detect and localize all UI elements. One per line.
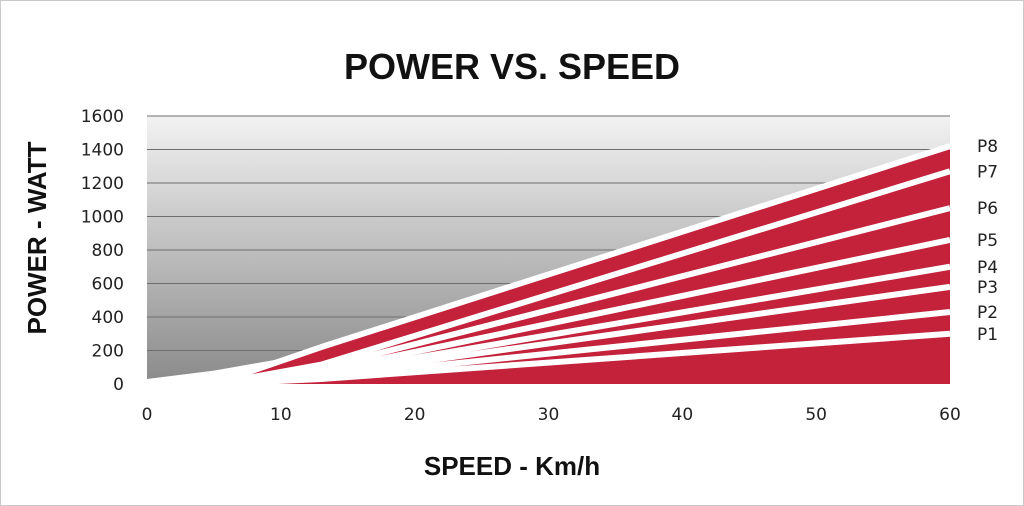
series-line-p7 xyxy=(213,168,951,387)
series-label-p5: P5 xyxy=(977,231,998,251)
y-axis-ticks: 0 200 400 600 800 1000 1200 1400 1600 xyxy=(81,107,124,395)
x-axis-ticks: 0 10 20 30 40 50 60 xyxy=(142,405,961,425)
x-tick-label: 40 xyxy=(672,405,694,425)
series-label-p1: P1 xyxy=(977,325,998,345)
x-tick-label: 60 xyxy=(939,405,961,425)
y-tick-label: 200 xyxy=(92,342,124,362)
y-tick-label: 1400 xyxy=(81,141,124,161)
x-tick-label: 20 xyxy=(404,405,426,425)
y-tick-label: 600 xyxy=(92,275,124,295)
x-tick-label: 30 xyxy=(538,405,560,425)
y-tick-label: 1200 xyxy=(81,174,124,194)
series-label-p3: P3 xyxy=(977,278,998,298)
x-tick-label: 50 xyxy=(805,405,827,425)
y-tick-label: 1000 xyxy=(81,208,124,228)
series-label-p2: P2 xyxy=(977,303,998,323)
x-axis-title: SPEED - Km/h xyxy=(424,451,600,481)
y-tick-label: 0 xyxy=(113,375,124,395)
chart-title: POWER VS. SPEED xyxy=(344,46,680,87)
y-axis-title: POWER - WATT xyxy=(22,141,52,334)
x-tick-label: 0 xyxy=(142,405,153,425)
series-label-p8: P8 xyxy=(977,137,998,157)
series-label-p6: P6 xyxy=(977,199,998,219)
y-tick-label: 400 xyxy=(92,308,124,328)
y-tick-label: 1600 xyxy=(81,107,124,127)
x-tick-label: 10 xyxy=(270,405,292,425)
series-label-p4: P4 xyxy=(977,258,998,278)
y-tick-label: 800 xyxy=(92,241,124,261)
series-line-p8 xyxy=(212,143,951,387)
series-lines xyxy=(212,143,951,387)
series-label-p7: P7 xyxy=(977,162,998,182)
